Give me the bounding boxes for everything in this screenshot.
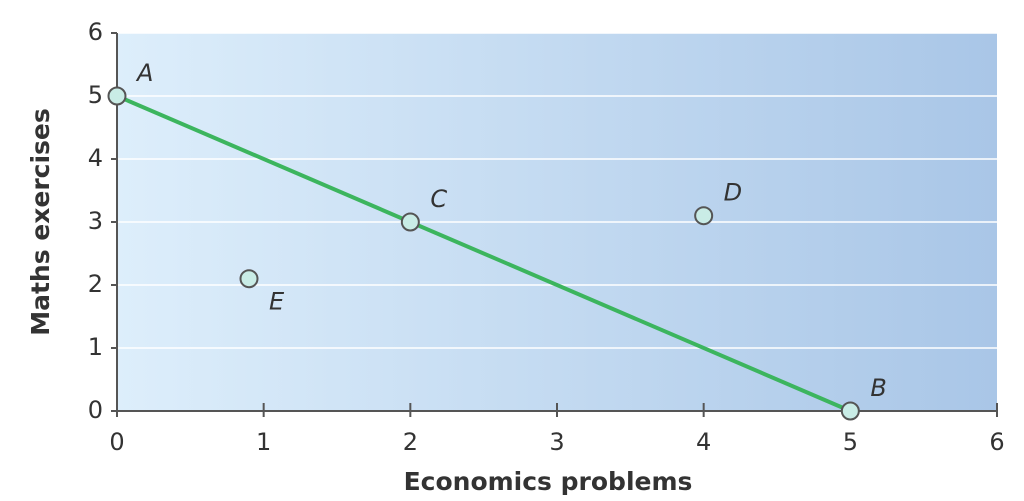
- point-label: C: [430, 185, 447, 213]
- point: [840, 401, 860, 421]
- point-label: E: [269, 288, 285, 316]
- y-tick-label: 4: [88, 144, 103, 172]
- y-tick-label: 2: [88, 270, 103, 298]
- y-tick-label: 5: [88, 81, 103, 109]
- x-tick-label: 3: [549, 428, 564, 456]
- point: [694, 206, 714, 226]
- y-tick-label: 6: [88, 18, 103, 46]
- point-label: A: [135, 59, 153, 87]
- point: [239, 269, 259, 289]
- x-tick-label: 2: [403, 428, 418, 456]
- x-tick-label: 1: [256, 428, 271, 456]
- point-label: B: [870, 374, 886, 402]
- y-tick-label: 1: [88, 333, 103, 361]
- x-tick-label: 5: [843, 428, 858, 456]
- line: [116, 94, 852, 413]
- x-tick-label: 4: [696, 428, 711, 456]
- x-axis-title: Economics problems: [404, 467, 693, 496]
- point-label: D: [724, 179, 742, 207]
- point: [107, 86, 127, 106]
- x-tick-label: 6: [989, 428, 1004, 456]
- x-tick-label: 0: [109, 428, 124, 456]
- point: [400, 212, 420, 232]
- y-tick-label: 3: [88, 207, 103, 235]
- y-axis-title: Maths exercises: [26, 108, 55, 336]
- y-tick-label: 0: [88, 396, 103, 424]
